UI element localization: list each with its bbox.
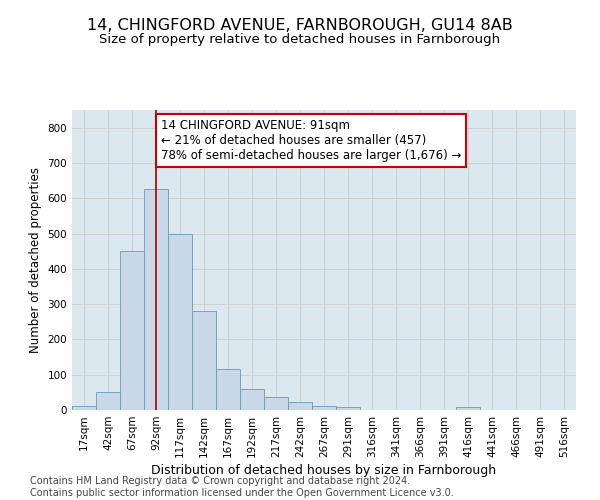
Bar [144,190,168,410]
Bar [264,398,288,410]
Bar [168,234,192,410]
Bar [456,407,480,410]
Bar [96,392,120,410]
Bar [240,389,264,410]
Text: Contains HM Land Registry data © Crown copyright and database right 2024.
Contai: Contains HM Land Registry data © Crown c… [30,476,454,498]
Y-axis label: Number of detached properties: Number of detached properties [29,167,42,353]
Bar [312,406,336,410]
Bar [192,311,216,410]
Bar [288,402,312,410]
Bar [336,407,360,410]
Bar [120,251,144,410]
X-axis label: Distribution of detached houses by size in Farnborough: Distribution of detached houses by size … [151,464,497,477]
Bar [216,370,240,410]
Text: Size of property relative to detached houses in Farnborough: Size of property relative to detached ho… [100,32,500,46]
Text: 14, CHINGFORD AVENUE, FARNBOROUGH, GU14 8AB: 14, CHINGFORD AVENUE, FARNBOROUGH, GU14 … [87,18,513,32]
Text: 14 CHINGFORD AVENUE: 91sqm
← 21% of detached houses are smaller (457)
78% of sem: 14 CHINGFORD AVENUE: 91sqm ← 21% of deta… [161,119,461,162]
Bar [72,406,96,410]
